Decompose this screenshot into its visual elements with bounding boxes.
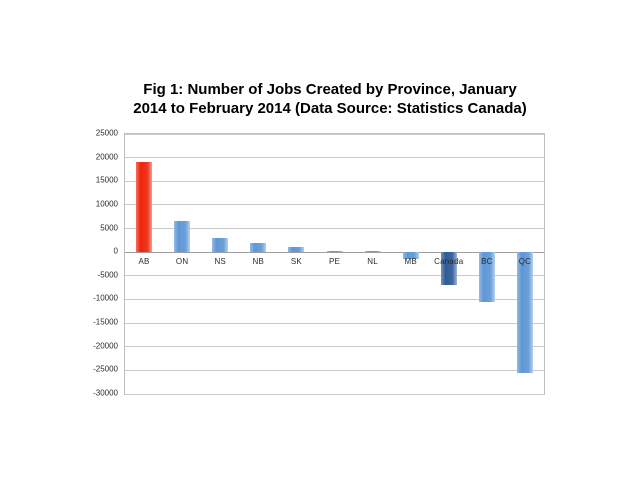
- x-axis-label-canada: Canada: [434, 257, 464, 267]
- x-axis-label-nl: NL: [367, 257, 378, 267]
- y-axis-tick-labels: 25000 20000 15000 10000 5000 0 -5000 -10000 -150…: [58, 129, 118, 398]
- x-axis-label-qc: QC: [518, 257, 532, 267]
- y-tick-label: -30000: [93, 388, 118, 398]
- x-axis-label-on: ON: [175, 257, 189, 267]
- bar-ns: [212, 238, 229, 253]
- x-axis-label-ns: NS: [214, 257, 226, 267]
- chart-title: Fig 1: Number of Jobs Created by Provinc…: [120, 80, 540, 118]
- bar-mb: [402, 252, 419, 260]
- x-axis-label-mb: MB: [404, 257, 417, 267]
- chart-title-line-2: 2014 to February 2014 (Data Source: Stat…: [133, 100, 527, 118]
- chart-title-line-1: Fig 1: Number of Jobs Created by Provinc…: [143, 81, 517, 98]
- y-tick-label: 25000: [95, 128, 118, 138]
- y-tick-label: -15000: [93, 317, 118, 327]
- y-tick-label: 10000: [95, 199, 118, 209]
- bar-nb: [250, 242, 267, 253]
- y-tick-label: 0: [113, 246, 118, 256]
- bar-ab: [136, 162, 153, 253]
- gridline: [125, 346, 544, 348]
- bar-on: [174, 221, 191, 253]
- gridline: [125, 204, 544, 206]
- gridline: [125, 133, 544, 135]
- gridline: [125, 180, 544, 182]
- y-tick-label: 5000: [100, 223, 118, 233]
- x-axis-label-nb: NB: [252, 257, 265, 267]
- gridline: [125, 322, 544, 324]
- y-tick-label: -25000: [93, 364, 118, 374]
- y-tick-label: 20000: [95, 152, 118, 162]
- bar-nl: [364, 250, 381, 253]
- bar-canada: [440, 252, 457, 286]
- bar-chart-plot-area: AB ON NS NB SK PE NL MB Canada BC QC: [124, 133, 545, 395]
- gridline: [125, 228, 544, 230]
- bar-qc: [516, 252, 533, 373]
- gridline: [125, 298, 544, 300]
- gridline: [125, 157, 544, 159]
- y-tick-label: -5000: [97, 270, 118, 280]
- bar-pe: [326, 250, 343, 253]
- y-tick-label: -10000: [93, 293, 118, 303]
- x-axis-label-pe: PE: [328, 257, 341, 267]
- bar-bc: [478, 252, 495, 302]
- bar-sk: [288, 246, 305, 253]
- gridline: [125, 369, 544, 371]
- y-tick-label: 15000: [95, 175, 118, 185]
- x-axis-label-bc: BC: [481, 257, 493, 267]
- gridline: [125, 275, 544, 277]
- y-tick-label: -20000: [93, 341, 118, 351]
- x-axis-label-ab: AB: [138, 257, 150, 267]
- zero-axis-line: [125, 251, 544, 253]
- x-axis-label-sk: SK: [290, 257, 302, 267]
- gridline: [125, 393, 544, 395]
